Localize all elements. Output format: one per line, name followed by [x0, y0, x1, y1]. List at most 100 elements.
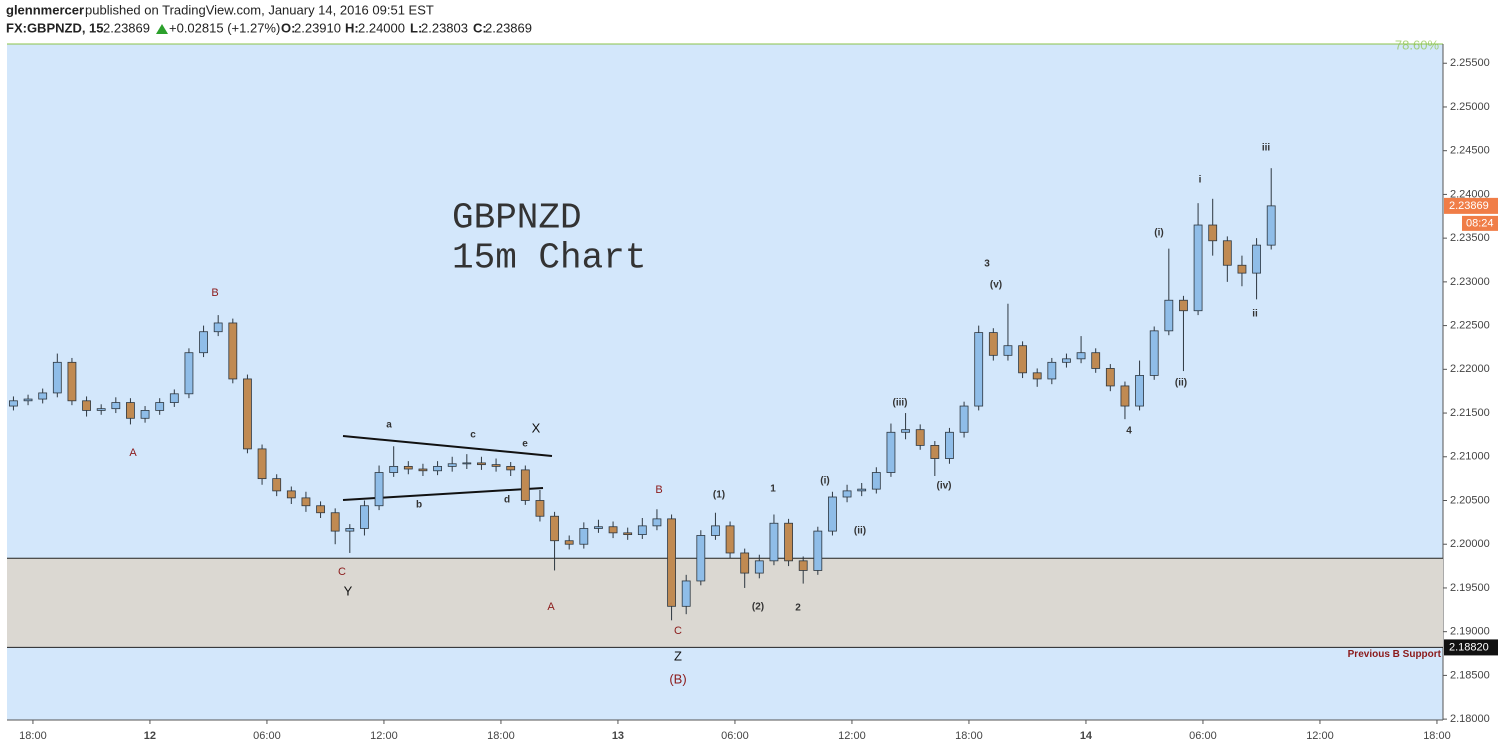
- candle-body: [67, 361, 77, 402]
- candle-body: [711, 525, 720, 536]
- wave-label: A: [547, 601, 555, 613]
- candle-body: [155, 402, 165, 411]
- y-tick-label: 2.24000: [1450, 188, 1490, 200]
- wave-label: iii: [1262, 143, 1271, 154]
- h-label: H:: [345, 20, 359, 35]
- wave-label: 1: [770, 484, 776, 495]
- candle-body: [594, 526, 603, 529]
- y-tick-label: 2.21500: [1450, 407, 1490, 419]
- candle-body: [462, 462, 472, 465]
- candle-body: [418, 468, 428, 472]
- candle-body: [360, 505, 369, 529]
- x-tick-label: 12:00: [838, 730, 866, 742]
- countdown-label: 08:24: [1466, 217, 1494, 229]
- candle-body: [1076, 352, 1086, 360]
- candle-body: [272, 478, 282, 492]
- candle-body: [316, 505, 325, 514]
- candle-body: [140, 410, 150, 419]
- candle-body: [1091, 352, 1101, 369]
- candle-body: [447, 463, 457, 467]
- x-tick-label: 18:00: [1423, 730, 1451, 742]
- candle-body: [754, 560, 764, 574]
- o-label: O:: [281, 20, 295, 35]
- candle-body: [828, 496, 837, 532]
- candle-body: [945, 431, 954, 459]
- candle-body: [213, 322, 223, 333]
- x-tick-label: 12:00: [370, 730, 398, 742]
- symbol: FX:GBPNZD, 15: [6, 20, 104, 35]
- candle-body: [871, 472, 881, 490]
- wave-label: Z: [674, 648, 682, 663]
- support-badge: [1444, 639, 1498, 656]
- candle-body: [769, 522, 779, 562]
- candle-body: [813, 530, 823, 571]
- wave-label: C: [674, 625, 682, 637]
- wave-label: B: [655, 484, 662, 496]
- candle-body: [1179, 299, 1188, 312]
- candle-body: [301, 497, 311, 507]
- candle-body: [1003, 345, 1013, 356]
- candle-body: [842, 490, 852, 498]
- wave-label: (1): [713, 490, 725, 501]
- y-tick-label: 2.20000: [1450, 538, 1490, 550]
- candle-body: [82, 400, 91, 411]
- candle-body: [1105, 368, 1115, 387]
- x-tick-label: 06:00: [721, 730, 749, 742]
- candle-body: [1018, 345, 1027, 374]
- candle-body: [886, 431, 896, 473]
- candle-body: [959, 405, 969, 433]
- candle-body: [520, 469, 530, 501]
- wave-label: i: [1199, 175, 1202, 186]
- wave-label: C: [338, 566, 346, 578]
- x-tick-label: 18:00: [955, 730, 983, 742]
- candle-body: [535, 500, 545, 517]
- candle-body: [257, 448, 267, 480]
- candle-body: [1032, 372, 1042, 380]
- wave-label: e: [522, 439, 528, 450]
- h-value: 2.24000: [358, 20, 405, 35]
- last: 2.23869: [103, 20, 150, 35]
- wave-label: (iv): [937, 481, 952, 492]
- candle-body: [506, 465, 516, 471]
- candle-body: [608, 526, 618, 534]
- countdown-badge: [1462, 215, 1498, 231]
- candle-body: [491, 464, 501, 467]
- y-tick-label: 2.19500: [1450, 582, 1490, 594]
- y-tick-label: 2.18000: [1450, 713, 1490, 725]
- wave-label: ii: [1252, 309, 1258, 320]
- author[interactable]: glennmercer: [6, 2, 84, 17]
- candle-body: [579, 528, 589, 545]
- wave-label: (ii): [854, 526, 866, 537]
- x-tick-label: 14: [1080, 730, 1093, 742]
- wave-label: (B): [669, 671, 686, 686]
- y-tick-label: 2.24500: [1450, 145, 1490, 157]
- candle-body: [23, 398, 33, 402]
- wave-label: X: [532, 420, 541, 435]
- triangle-upper: [342, 435, 553, 457]
- candle-body: [915, 429, 925, 446]
- last-price-badge: [1444, 197, 1498, 214]
- x-tick-label: 12:00: [1306, 730, 1334, 742]
- candle-body: [637, 525, 647, 536]
- candle-body: [988, 332, 998, 356]
- candle-body: [696, 535, 706, 582]
- candle-body: [652, 518, 662, 527]
- candle-body: [1252, 244, 1261, 274]
- candle-body: [111, 402, 121, 410]
- x-tick-label: 18:00: [487, 730, 515, 742]
- candle-body: [389, 465, 399, 473]
- wave-label: (ii): [1175, 378, 1187, 389]
- wave-label: B: [211, 287, 218, 299]
- y-tick-label: 2.22000: [1450, 363, 1490, 375]
- candle-body: [286, 490, 296, 499]
- y-tick-label: 2.18500: [1450, 669, 1490, 681]
- candle-body: [38, 392, 48, 400]
- wave-label: (2): [752, 602, 764, 613]
- candle-body: [96, 408, 106, 411]
- last-price-label: 2.23869: [1449, 200, 1489, 212]
- wave-label: (v): [990, 280, 1002, 291]
- c-value: 2.23869: [485, 20, 532, 35]
- candle-body: [623, 532, 633, 536]
